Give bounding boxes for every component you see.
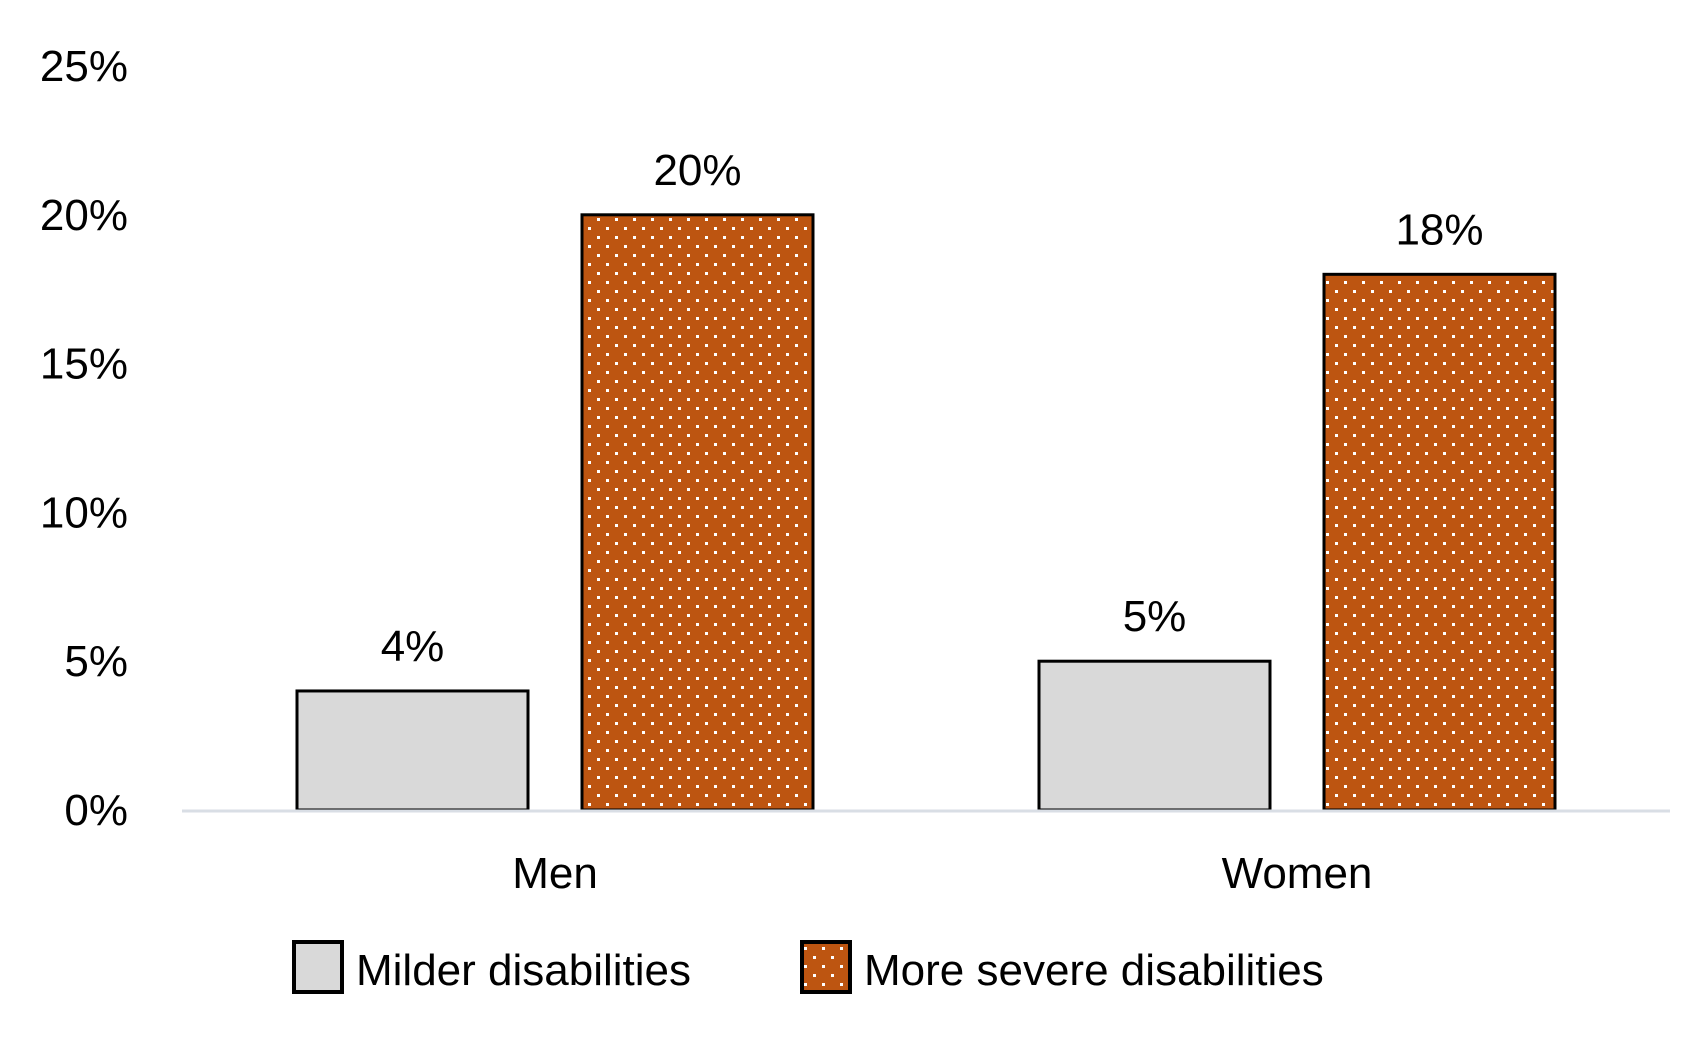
legend-label: More severe disabilities [864,946,1324,995]
bars [295,213,1557,812]
y-tick-label: 25% [40,42,128,91]
y-tick-label: 5% [64,637,128,686]
y-tick-label: 0% [64,786,128,835]
bar-women-more-severe [1322,272,1557,812]
data-labels: 4% 20% 5% 18% [381,146,1484,671]
y-tick-label: 15% [40,340,128,389]
bar-women-milder [1037,659,1272,812]
data-label: 5% [1123,592,1187,641]
category-label-men: Men [512,849,598,898]
legend-item-milder: Milder disabilities [292,940,691,995]
category-label-women: Women [1222,849,1373,898]
data-label: 18% [1395,205,1483,254]
legend-swatch [800,940,852,994]
legend: Milder disabilities More severe disabilit… [292,940,1324,995]
legend-swatch [292,940,344,994]
bar-men-more-severe [580,213,815,812]
y-tick-label: 20% [40,191,128,240]
legend-item-more-severe: More severe disabilities [800,940,1324,995]
y-tick-label: 10% [40,488,128,537]
category-labels: Men Women [512,849,1372,898]
data-label: 20% [653,146,741,195]
data-label: 4% [381,622,445,671]
bar-men-milder [295,689,530,812]
y-axis-ticks: 0% 5% 10% 15% 20% 25% [40,42,128,835]
legend-label: Milder disabilities [356,946,691,995]
